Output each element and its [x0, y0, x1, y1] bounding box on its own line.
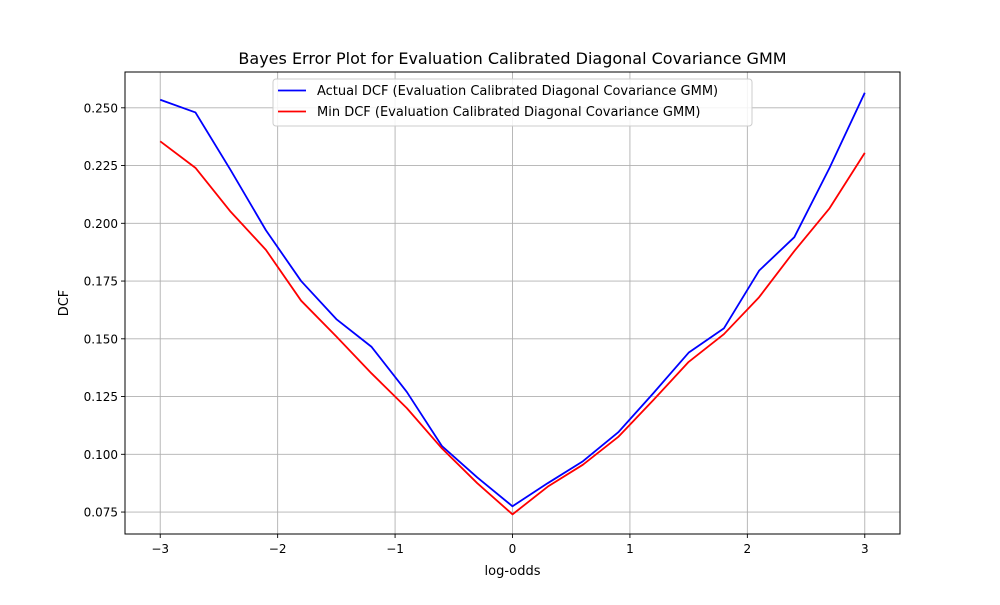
series-line-min-dcf — [159, 140, 866, 516]
y-tick-label: 0.075 — [84, 506, 118, 520]
y-axis-label: DCF — [57, 290, 72, 317]
x-tick-label: −2 — [269, 542, 287, 556]
y-tick-label: 0.250 — [84, 101, 118, 115]
chart-title: Bayes Error Plot for Evaluation Calibrat… — [238, 49, 786, 68]
y-axis-ticks: 0.075 0.100 0.125 0.150 0.175 0.200 0.225 0.250 — [84, 101, 125, 520]
x-tick-label: −3 — [151, 542, 169, 556]
y-tick-label: 0.150 — [84, 332, 118, 346]
x-axis-label: log-odds — [485, 564, 541, 579]
legend: Actual DCF (Evaluation Calibrated Diagon… — [272, 78, 753, 127]
x-tick-label: −1 — [386, 542, 404, 556]
y-tick-label: 0.125 — [84, 390, 118, 404]
legend-label-actual-dcf: Actual DCF (Evaluation Calibrated Diagon… — [317, 84, 718, 99]
y-tick-label: 0.200 — [84, 217, 118, 231]
y-tick-label: 0.100 — [84, 448, 118, 462]
series-lines — [159, 92, 866, 516]
legend-box — [272, 78, 753, 127]
legend-label-min-dcf: Min DCF (Evaluation Calibrated Diagonal … — [317, 105, 700, 120]
y-tick-label: 0.175 — [84, 275, 118, 289]
x-axis-ticks: −3 −2 −1 0 1 2 3 — [151, 534, 869, 556]
x-tick-label: 3 — [861, 542, 869, 556]
series-line-actual-dcf — [159, 92, 866, 508]
y-tick-label: 0.225 — [84, 159, 118, 173]
x-tick-label: 1 — [626, 542, 634, 556]
legend-entries: Actual DCF (Evaluation Calibrated Diagon… — [278, 84, 718, 120]
x-tick-label: 0 — [509, 542, 517, 556]
x-tick-label: 2 — [744, 542, 752, 556]
